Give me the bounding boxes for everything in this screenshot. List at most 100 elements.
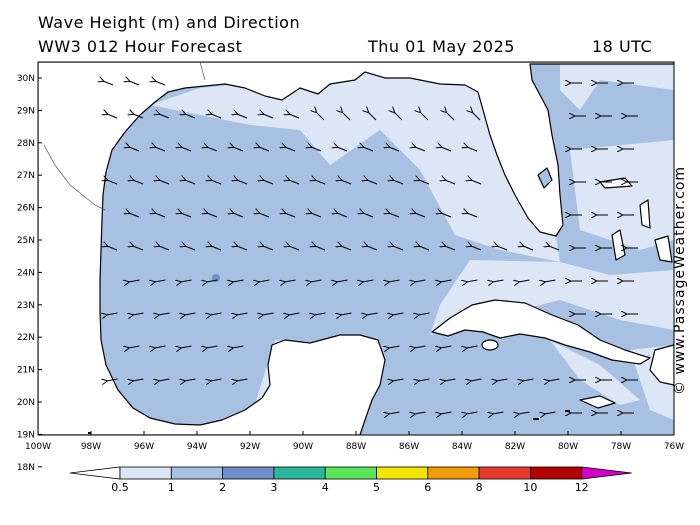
wave-arrow [389,147,400,152]
wave-arrow [545,280,556,282]
wave-arrow [263,180,274,185]
border-line [43,144,106,211]
lat-label: 26N [17,204,35,214]
longitude-axis: 100W 98W 96W 94W 92W 90W 88W 86W 84W 82W 80W 78W 76W [25,431,684,452]
wave-arrow [523,379,534,381]
wave-arrow [263,246,274,251]
wave-arrow [133,180,144,185]
legend-swatch [119,466,172,480]
lon-label: 78W [611,442,631,452]
wave-arrow [159,313,170,315]
wave-arrow [389,213,400,218]
wave-arrow [472,112,481,121]
lat-label: 29N [17,106,35,116]
wave-arrow [211,180,222,185]
wave-spot [212,274,220,282]
wave-arrow [337,147,348,152]
wave-arrow [419,313,430,315]
wave-arrow [315,246,326,251]
wave-arrow [363,147,374,152]
wave-arrow [129,280,140,282]
wave-arrow [207,280,218,282]
wave-arrow [419,379,430,381]
wave-arrow [342,112,351,121]
lat-label: 28N [17,139,35,149]
wave-arrow [545,412,556,414]
wave-arrow [311,280,322,282]
wave-arrow [211,379,222,381]
lon-label: 100W [25,442,51,452]
legend-label: 1 [168,481,175,494]
legend-swatch [581,466,632,480]
wave-arrow [523,246,534,251]
wave-arrow [207,147,218,152]
land-isla-juventud [481,339,499,351]
lat-label: 23N [17,301,35,311]
wave-arrow [311,147,322,152]
wave-arrow [415,213,426,218]
legend-label: 0.5 [111,481,129,494]
legend-swatch [273,466,326,480]
wave-arrow [233,147,244,152]
legend-swatch [427,466,480,480]
land [38,62,674,435]
lon-label: 94W [187,442,207,452]
lon-label: 96W [134,442,154,452]
legend-swatch [222,466,275,480]
wave-arrow [259,147,270,152]
wave-arrow [181,346,192,348]
legend-swatch [478,466,531,480]
wave-arrow [419,246,430,251]
wave-arrow [445,180,456,185]
legend-label: 6 [424,481,431,494]
wave-arrow [181,147,192,152]
wave-arrow [211,114,222,119]
lat-label: 30N [17,74,35,84]
wave-arrow [441,280,452,282]
legend-label: 3 [270,481,277,494]
wave-arrow [471,246,482,251]
lon-label: 84W [452,442,472,452]
wave-arrow [285,147,296,152]
wave-arrow [133,313,144,315]
lon-label: 80W [558,442,578,452]
forecast-date: Thu 01 May 2025 [368,37,515,56]
wave-arrow [263,114,274,119]
legend-label: 12 [575,481,589,494]
wave-arrow [367,246,378,251]
land-bahama-cays [654,235,673,263]
legend-swatch [376,466,429,480]
wave-arrow [445,246,456,251]
wave-arrow [259,213,270,218]
wave-arrow [415,412,426,414]
wave-arrow [549,379,560,381]
lat-label: 19N [17,430,35,440]
wave-arrow [181,280,192,282]
legend-label: 5 [373,481,380,494]
wave-arrow [159,379,170,381]
wave-arrow [237,180,248,185]
lon-label: 82W [505,442,525,452]
wave-arrow [129,81,140,86]
wave-arrow [107,180,118,185]
wave-arrow [420,112,429,121]
wave-arrow [493,280,504,282]
wave-arrow [389,412,400,414]
legend-swatch [170,466,224,480]
wave-arrow [211,313,222,315]
wave-arrow [185,180,196,185]
wave-arrow [419,445,430,447]
lon-label: 90W [293,442,313,452]
wave-arrow [394,112,403,121]
latitude-axis: 30N 29N 28N 27N 26N 25N 24N 23N 22N 21N 20N 19N 18N [17,74,42,473]
land-north-america [38,62,674,435]
wave-arrow [393,246,404,251]
chart-title: Wave Height (m) and Direction [38,13,301,32]
light-band-north-gulf [150,70,560,262]
lat-label: 22N [17,333,35,343]
wave-arrow [207,213,218,218]
wave-arrow [133,114,144,119]
wave-arrow [233,213,244,218]
wave-arrow [341,180,352,185]
wave-arrow [446,112,455,121]
